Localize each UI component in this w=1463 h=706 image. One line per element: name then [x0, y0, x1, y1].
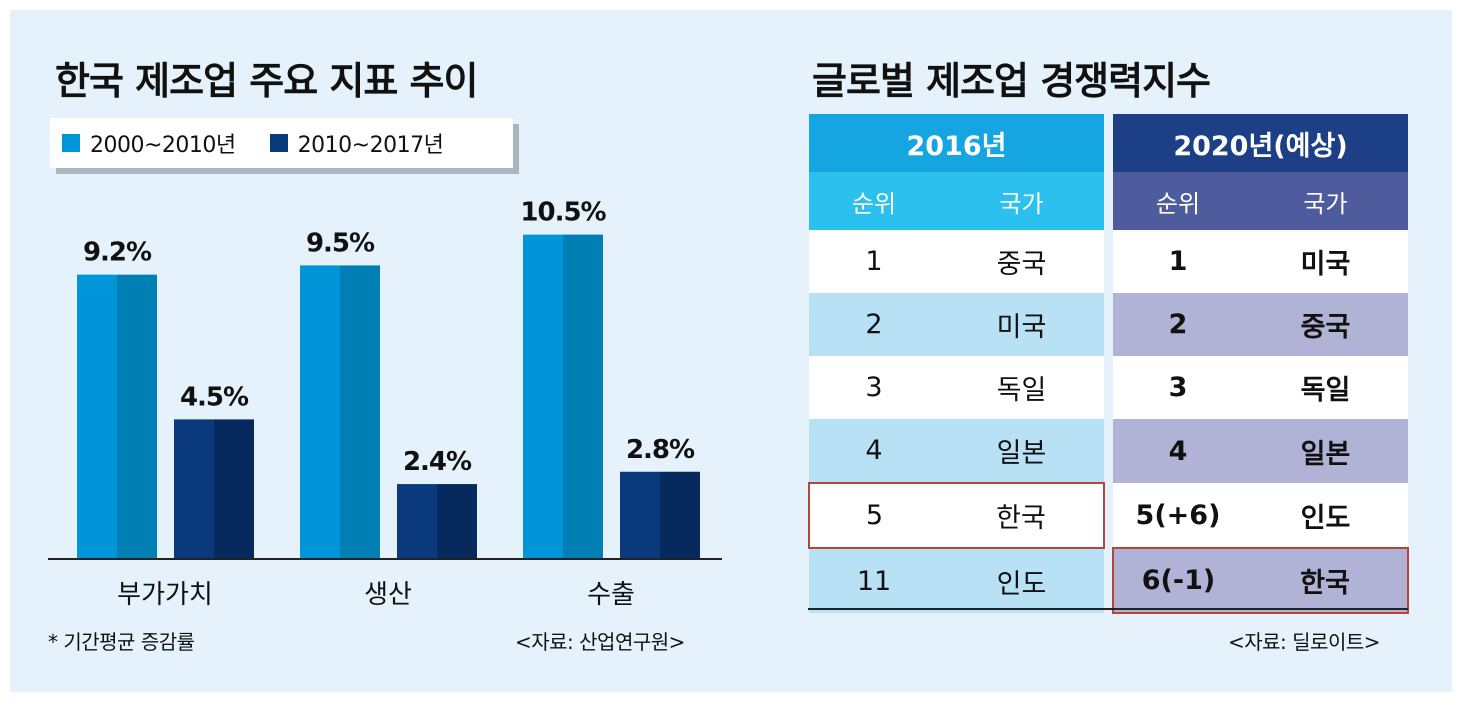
bar-value-label: 4.5% [180, 382, 249, 412]
legend-label-series-1: 2000~2010년 [90, 133, 236, 158]
table-group-header-row: 2016년 2020년(예상) [809, 114, 1408, 172]
rank-2020-cell: 5(+6) [1113, 483, 1243, 548]
country-2016-cell: 미국 [939, 293, 1104, 356]
group-header-2020: 2020년(예상) [1113, 114, 1408, 172]
legend-item-series-2: 2010~2017년 [269, 127, 444, 159]
category-label: 수출 [587, 580, 635, 610]
column-gap [1104, 548, 1113, 613]
bar-2-수출 [620, 471, 700, 558]
country-2020-cell: 미국 [1243, 230, 1408, 293]
rank-2020-cell: 4 [1113, 419, 1243, 483]
rank-2016-cell: 1 [809, 230, 939, 293]
bar-2-부가가치 [174, 419, 254, 558]
legend-swatch-series-1 [62, 134, 80, 152]
sub-header-country-2016: 국가 [939, 172, 1104, 230]
country-2020-cell: 한국 [1243, 547, 1409, 614]
table-sub-header-row: 순위 국가 순위 국가 [809, 172, 1408, 230]
bar-value-label: 9.5% [306, 228, 375, 258]
column-gap [1104, 114, 1113, 172]
rank-2016-cell: 4 [809, 419, 939, 483]
rank-2020-cell: 1 [1113, 230, 1243, 293]
bar-value-label: 2.8% [626, 435, 695, 465]
table-row: 2 미국 2 중국 [809, 293, 1408, 356]
country-2016-cell: 독일 [939, 356, 1104, 419]
category-label: 생산 [364, 580, 412, 610]
rank-2016-cell: 11 [809, 548, 939, 613]
country-2016-cell: 일본 [939, 419, 1104, 483]
rank-2020-cell: 6(-1) [1112, 547, 1243, 614]
sub-header-rank-2016: 순위 [809, 172, 939, 230]
table-row: 11 인도 6(-1) 한국 [809, 547, 1409, 614]
group-header-2016: 2016년 [809, 114, 1104, 172]
bar-2-생산 [397, 484, 477, 558]
table-row: 3 독일 3 독일 [809, 356, 1408, 419]
rank-2016-cell: 2 [809, 293, 939, 356]
sub-header-country-2020: 국가 [1243, 172, 1408, 230]
country-2016-cell: 한국 [939, 482, 1105, 549]
category-label: 부가가치 [117, 580, 213, 610]
country-2020-cell: 인도 [1243, 483, 1408, 548]
bar-1-수출 [523, 234, 603, 558]
rank-2020-cell: 2 [1113, 293, 1243, 356]
country-2020-cell: 중국 [1243, 293, 1408, 356]
table-row: 1 중국 1 미국 [809, 230, 1408, 293]
column-gap [1104, 419, 1113, 483]
legend-label-series-2: 2010~2017년 [297, 133, 444, 158]
country-2020-cell: 일본 [1243, 419, 1408, 483]
table-title: 글로벌 제조업 경쟁력지수 [812, 59, 1211, 103]
chart-legend: 2000~2010년 2010~2017년 [50, 118, 513, 168]
table-bottom-rule [808, 608, 1408, 610]
column-gap [1104, 172, 1113, 230]
country-2016-cell: 인도 [939, 548, 1104, 613]
bar-value-label: 2.4% [403, 447, 472, 477]
bar-value-label: 9.2% [83, 238, 152, 268]
rank-2016-cell: 3 [809, 356, 939, 419]
column-gap [1104, 230, 1113, 293]
column-gap [1104, 356, 1113, 419]
country-2020-cell: 독일 [1243, 356, 1408, 419]
chart-source: <자료: 산업연구원> [515, 630, 685, 654]
chart-footnote: * 기간평균 증감률 [48, 630, 195, 654]
table-row: 4 일본 4 일본 [809, 419, 1408, 483]
column-gap [1104, 293, 1113, 356]
column-gap [1104, 483, 1113, 548]
competitiveness-rank-table: 2016년 2020년(예상) 순위 국가 순위 국가 1 중국 1 미국 2 미국 2 중국… [808, 114, 1409, 614]
bar-value-label: 10.5% [520, 198, 606, 228]
rank-2016-cell: 5 [808, 482, 939, 549]
country-2016-cell: 중국 [939, 230, 1104, 293]
table-source: <자료: 딜로이트> [1228, 630, 1381, 654]
table-row: 5 한국 5(+6) 인도 [808, 482, 1408, 549]
sub-header-rank-2020: 순위 [1113, 172, 1243, 230]
bar-chart: 9.2% 4.5% 부가가치 9.5% 2.4% 생산 10.5% 2.8% 수출 [48, 198, 722, 610]
bar-1-생산 [300, 265, 380, 558]
bar-1-부가가치 [77, 274, 157, 558]
chart-title: 한국 제조업 주요 지표 추이 [55, 59, 478, 103]
legend-item-series-1: 2000~2010년 [62, 127, 236, 159]
legend-swatch-series-2 [269, 134, 288, 152]
rank-2020-cell: 3 [1113, 356, 1243, 419]
